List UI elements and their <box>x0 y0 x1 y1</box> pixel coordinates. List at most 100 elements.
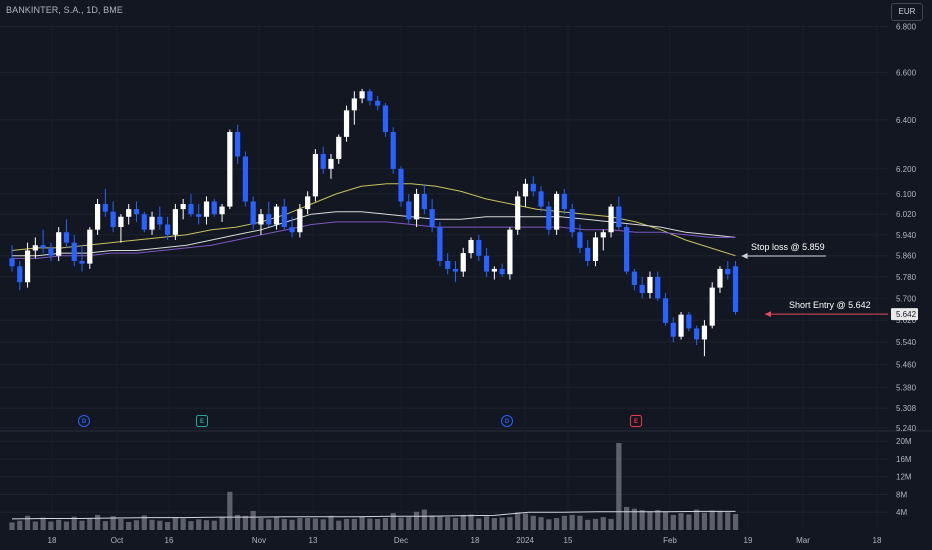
candle-body <box>133 209 140 215</box>
volume-bar <box>655 510 661 530</box>
candle <box>429 198 435 233</box>
volume-bar <box>375 518 381 530</box>
candle-body <box>554 193 560 230</box>
candle <box>421 183 427 215</box>
candle <box>406 193 412 225</box>
candle <box>328 153 334 179</box>
candle <box>359 88 365 104</box>
last-price-label: 5.642 <box>896 310 917 319</box>
candle <box>725 260 731 280</box>
volume-bar <box>421 509 427 530</box>
volume-bar <box>63 521 70 530</box>
candle <box>196 204 202 225</box>
time-tick-label: 16 <box>165 536 174 545</box>
candle <box>507 227 513 280</box>
candle <box>694 325 700 346</box>
candle <box>686 311 692 332</box>
candle-body <box>398 168 404 202</box>
moving-averages <box>11 183 736 259</box>
candle <box>172 204 178 241</box>
volume-bar <box>9 522 15 530</box>
candle <box>312 149 319 202</box>
volume-bar <box>382 518 389 530</box>
candle <box>367 88 373 106</box>
price-tick-label: 6.400 <box>896 116 917 125</box>
volume-bar <box>273 517 280 530</box>
volume-bar <box>40 517 46 530</box>
candle-body <box>126 209 132 217</box>
price-tick-label: 5.308 <box>896 404 917 413</box>
dividend-marker: D <box>78 415 90 427</box>
volume-bar <box>351 518 357 530</box>
candle-body <box>631 271 637 285</box>
candle <box>17 260 23 291</box>
candle-body <box>56 232 62 256</box>
candle-body <box>180 204 186 210</box>
time-tick-label: 18 <box>48 536 57 545</box>
volume-bar <box>258 518 264 530</box>
candle-body <box>312 153 319 197</box>
volume-bar <box>670 514 676 530</box>
volume-bar <box>507 517 513 530</box>
volume-bar <box>87 518 93 530</box>
candle-body <box>608 206 614 233</box>
candle-body <box>63 232 70 243</box>
volume-bar <box>717 510 723 530</box>
candle <box>476 234 482 261</box>
volume-bar <box>624 506 630 530</box>
candle-body <box>196 214 202 217</box>
candle-body <box>242 156 248 202</box>
candle <box>515 191 521 235</box>
candle-body <box>172 209 178 235</box>
candle-body <box>561 193 567 210</box>
time-tick-label: Mar <box>796 536 810 545</box>
price-tick-label: 5.540 <box>896 338 917 347</box>
candle <box>71 234 77 267</box>
candle-body <box>305 196 311 210</box>
candle-body <box>686 314 692 329</box>
earnings-marker: E <box>630 415 642 427</box>
volume-bar <box>592 518 599 530</box>
candle <box>561 188 567 215</box>
price-tick-label: 5.780 <box>896 273 917 282</box>
candle-body <box>273 206 280 225</box>
candle <box>717 266 723 293</box>
time-tick-label: 19 <box>744 536 753 545</box>
candle-body <box>662 298 669 323</box>
chart-title: BANKINTER, S.A., 1D, BME <box>6 5 123 15</box>
volume-bar <box>56 519 62 530</box>
candle <box>63 219 70 248</box>
short-entry-label: Short Entry @ 5.642 <box>789 300 871 310</box>
candle <box>203 196 210 225</box>
candle <box>546 201 552 235</box>
volume-bar <box>468 514 474 530</box>
candle-body <box>390 132 396 169</box>
volume-bar <box>266 519 272 530</box>
volume-bar <box>585 519 591 530</box>
candle <box>351 91 357 125</box>
candle <box>281 198 287 230</box>
candle <box>305 191 311 215</box>
candle-body <box>102 204 108 212</box>
annotations[interactable]: Stop loss @ 5.859 Short Entry @ 5.642 <box>741 242 888 318</box>
time-tick-label: 18 <box>471 536 480 545</box>
candle <box>320 146 326 174</box>
volume-bar <box>320 519 326 530</box>
candle <box>530 176 536 197</box>
candle-body <box>343 110 350 137</box>
candle <box>48 242 54 261</box>
candle <box>110 201 116 233</box>
candle <box>655 271 661 302</box>
price-tick-label: 6.200 <box>896 165 917 174</box>
candle <box>538 186 544 212</box>
candle <box>624 224 630 275</box>
candle <box>522 178 529 207</box>
earnings-marker: E <box>196 415 208 427</box>
candle <box>375 96 381 111</box>
currency-button[interactable]: EUR <box>891 3 923 21</box>
candle <box>585 240 591 267</box>
candle-body <box>351 98 357 111</box>
candle-body <box>452 268 459 272</box>
